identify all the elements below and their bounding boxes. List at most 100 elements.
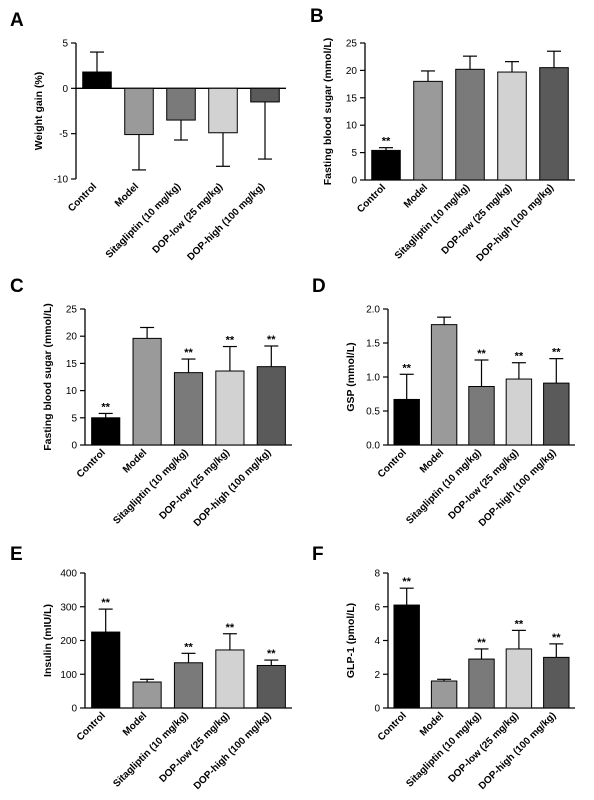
bar	[215, 370, 245, 446]
panel-letter: F	[312, 544, 324, 565]
bar	[82, 71, 112, 89]
x-tick-label: DOP-high (100 mg/kg)	[477, 447, 559, 529]
bar	[413, 80, 443, 181]
x-tick-label: Sitagliptin (10 mg/kg)	[404, 710, 483, 789]
significance-label: **	[515, 618, 524, 630]
significance-label: **	[101, 401, 110, 413]
bar	[543, 382, 570, 446]
y-axis-title: GSP (mmol/L)	[345, 342, 357, 411]
y-tick-label: 0	[351, 176, 357, 187]
bar	[124, 87, 154, 136]
bar	[468, 658, 495, 709]
y-tick-label: 10	[346, 121, 358, 132]
panel-letter: C	[10, 276, 24, 297]
y-tick-label: 300	[60, 602, 77, 613]
bar	[539, 67, 569, 181]
bar	[468, 386, 495, 446]
x-tick-label: Model	[402, 182, 430, 210]
x-tick-label: Control	[355, 182, 388, 215]
panel-f: F 0 2 4 6 8 GLP-1 (pmol/L) ** Control Model ** Sita…	[312, 544, 575, 792]
y-tick-label: 0.5	[366, 407, 380, 418]
bar	[371, 149, 401, 181]
y-tick-label: 20	[346, 66, 358, 77]
y-tick-label: 15	[66, 359, 78, 370]
x-tick-label: Control	[66, 181, 99, 214]
y-tick-label: 1.5	[366, 339, 380, 350]
bar	[393, 604, 420, 709]
y-tick-label: 15	[346, 93, 358, 104]
y-tick-label: 2.0	[366, 305, 380, 316]
x-tick-label: DOP-low (25 mg/kg)	[157, 447, 232, 522]
bar	[393, 398, 420, 446]
bar	[132, 681, 162, 709]
x-tick-label: DOP-low (25 mg/kg)	[446, 710, 521, 785]
bar	[173, 662, 204, 709]
x-tick-label: Model	[121, 447, 149, 475]
x-tick-label: DOP-low (25 mg/kg)	[440, 182, 515, 257]
panel-letter: D	[312, 276, 326, 297]
x-tick-label: Sitagliptin (10 mg/kg)	[111, 710, 190, 789]
panel-letter: A	[10, 10, 24, 31]
x-tick-label: DOP-high (100 mg/kg)	[185, 181, 267, 263]
bar	[173, 372, 204, 446]
y-tick-label: -10	[54, 175, 69, 186]
x-tick-label: DOP-low (25 mg/kg)	[151, 181, 226, 256]
significance-label: **	[226, 335, 235, 347]
y-tick-label: 25	[66, 305, 78, 316]
significance-label: **	[382, 136, 391, 148]
panel-letter: E	[10, 544, 23, 565]
x-tick-label: DOP-low (25 mg/kg)	[446, 447, 521, 522]
significance-label: **	[267, 648, 276, 660]
significance-label: **	[402, 362, 411, 374]
x-tick-label: Control	[376, 447, 409, 480]
significance-label: **	[267, 334, 276, 346]
significance-label: **	[477, 348, 486, 360]
y-tick-label: 400	[60, 569, 77, 580]
y-tick-label: 10	[66, 386, 78, 397]
y-tick-label: 5	[71, 413, 77, 424]
bar	[256, 664, 286, 709]
y-tick-label: 0	[71, 441, 77, 452]
x-tick-label: Sitagliptin (10 mg/kg)	[104, 181, 183, 260]
significance-label: **	[552, 632, 561, 644]
significance-label: **	[402, 576, 411, 588]
y-tick-label: 6	[374, 602, 380, 613]
panel-d: D 0.0 0.5 1.0 1.5 2.0 GSP (mmol/L) ** Control Mod…	[312, 276, 575, 529]
bar	[455, 68, 485, 181]
bar	[505, 378, 533, 446]
y-axis-title: Weight gain (%)	[33, 72, 45, 151]
significance-label: **	[552, 347, 561, 359]
x-tick-label: Control	[75, 710, 108, 743]
y-tick-label: 8	[374, 569, 380, 580]
x-tick-label: DOP-low (25 mg/kg)	[157, 710, 232, 785]
y-tick-label: 100	[60, 670, 77, 681]
panel-b: B 0 5 10 15 20 25 Fasting blood sugar (mmol/L) *…	[310, 6, 575, 264]
bar	[543, 656, 570, 709]
bar	[91, 417, 121, 446]
y-tick-label: 0.0	[366, 441, 380, 452]
bar	[91, 631, 121, 709]
bar	[132, 337, 162, 446]
x-tick-label: Model	[113, 181, 141, 209]
x-tick-label: Model	[121, 710, 149, 738]
y-tick-label: -5	[59, 129, 68, 140]
significance-label: **	[477, 637, 486, 649]
x-tick-label: Control	[376, 710, 409, 743]
y-tick-label: 20	[66, 332, 78, 343]
y-axis-title: Fasting blood sugar (mmol/L)	[322, 38, 334, 186]
x-tick-label: DOP-high (100 mg/kg)	[477, 710, 559, 792]
panel-c: C 0 5 10 15 20 25 Fasting blood sugar (mmol/L) *…	[10, 276, 292, 529]
bar	[215, 649, 245, 709]
x-tick-label: Sitagliptin (10 mg/kg)	[404, 447, 483, 526]
y-tick-label: 1.0	[366, 373, 380, 384]
bar	[256, 366, 286, 446]
significance-label: **	[226, 622, 235, 634]
y-axis-title: Fasting blood sugar (mmol/L)	[42, 303, 54, 451]
x-tick-label: Model	[418, 710, 446, 738]
bar	[166, 87, 196, 121]
bar	[505, 648, 533, 709]
y-tick-label: 0	[71, 704, 77, 715]
panel-a: A -10 -5 0 5 Weight gain (%) Control ModelSitag…	[10, 10, 286, 263]
y-tick-label: 0	[62, 84, 68, 95]
